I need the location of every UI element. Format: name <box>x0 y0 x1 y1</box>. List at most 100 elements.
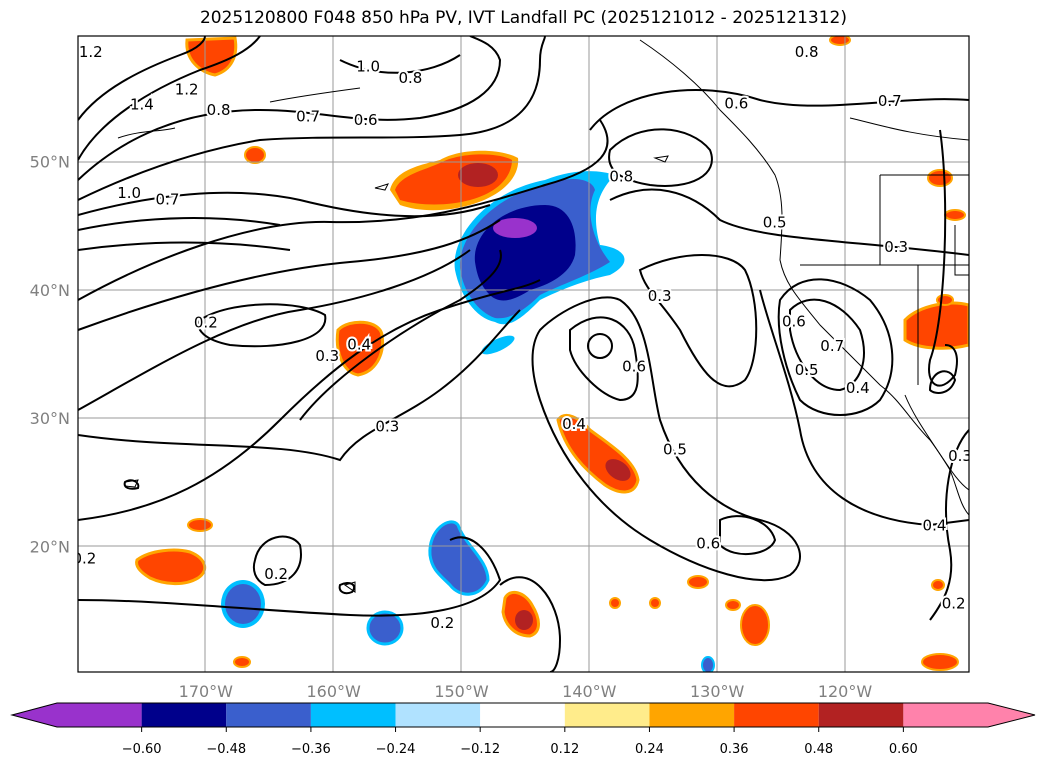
map-frame <box>77 35 970 673</box>
longitude-label: 120°W <box>818 682 873 701</box>
contour-label: 0.3 <box>315 347 339 365</box>
positive-pv-blob <box>185 36 238 77</box>
coastlines <box>117 39 969 593</box>
longitude-label: 140°W <box>562 682 617 701</box>
contour-label: 1.0 <box>356 57 380 75</box>
contour-label: 0.8 <box>398 69 422 87</box>
contour-label: 0.4 <box>923 516 947 534</box>
positive-pv-blob <box>335 320 385 377</box>
positive-pv-blob <box>649 597 661 609</box>
latitude-label: 40°N <box>30 281 70 300</box>
contour-label: 0.7 <box>820 337 844 355</box>
positive-pv-blob <box>515 610 533 630</box>
positive-pv-blob <box>903 301 969 350</box>
latitude-label: 30°N <box>30 409 70 428</box>
positive-pv-blob <box>135 548 207 586</box>
contour-label: 0.8 <box>207 101 231 119</box>
pv-contours <box>78 36 969 672</box>
contour-labels: 1.21.41.20.81.0 0.70.7 0.61.00.80.80.6 0.70… <box>72 41 972 634</box>
colorbar: −0.60 −0.48 −0.36 −0.24 −0.12 0.12 0.24 0.36 0.4… <box>10 702 1036 757</box>
colorbar-swatch <box>141 703 227 727</box>
colorbar-swatch <box>226 703 311 727</box>
axis-labels: 170°W 160°W 150°W 140°W 130°W 120°W 50°N 40°N 30… <box>30 153 873 701</box>
longitude-label: 170°W <box>179 682 234 701</box>
colorbar-swatch <box>480 703 565 727</box>
negative-pv-blob <box>701 656 715 672</box>
negative-pv-blob <box>493 218 537 238</box>
colorbar-tick-label: −0.60 <box>122 742 162 757</box>
contour-label: 1.2 <box>79 43 103 61</box>
contour-label: 0.3 <box>648 287 672 305</box>
positive-pv-blob <box>927 169 953 187</box>
colorbar-swatch <box>818 703 904 727</box>
contour-label: 1.4 <box>130 96 154 114</box>
contour-label: 0.5 <box>763 214 787 232</box>
contour-label: 0.3 <box>948 447 972 465</box>
positive-pv-blob <box>605 459 631 481</box>
positive-pv-blob <box>921 653 959 671</box>
latitude-label: 20°N <box>30 537 70 556</box>
positive-pv-blob <box>725 599 741 611</box>
contour-label: 0.6 <box>622 357 646 375</box>
contour-label: 0.2 <box>430 614 454 632</box>
map-area: 1.21.41.20.81.0 0.70.7 0.61.00.80.80.6 0.70… <box>72 36 972 672</box>
negative-pv-blob <box>225 584 261 624</box>
contour-label: 0.6 <box>724 94 748 112</box>
colorbar-tick-label: −0.24 <box>376 742 416 757</box>
contour-label: 0.5 <box>663 441 687 459</box>
positive-pv-blob <box>609 597 621 609</box>
negative-pv-blob <box>366 610 404 646</box>
longitude-label: 130°W <box>690 682 745 701</box>
colorbar-tick-label: 0.36 <box>720 742 749 757</box>
contour-label: 0.4 <box>347 336 371 354</box>
positive-pv-blob <box>233 656 251 668</box>
map-title: 2025120800 F048 850 hPa PV, IVT Landfall… <box>199 8 847 28</box>
colorbar-outline <box>10 702 1036 728</box>
contour-label: 0.3 <box>884 238 908 256</box>
contour-label: 0.6 <box>782 312 806 330</box>
negative-pv-blob <box>481 335 515 355</box>
colorbar-tick-label: 0.60 <box>889 742 918 757</box>
colorbar-tick-label: 0.12 <box>550 742 579 757</box>
contour-label: 0.2 <box>942 595 966 613</box>
colorbar-swatch <box>734 703 819 727</box>
positive-pv-blob <box>458 163 498 187</box>
positive-pv-blob <box>687 575 709 589</box>
contour-label: 0.2 <box>264 565 288 583</box>
colorbar-tick-label: 0.24 <box>635 742 664 757</box>
positive-pv-blob <box>244 146 266 164</box>
colorbar-tick-label: −0.12 <box>460 742 500 757</box>
contour-label: 0.2 <box>72 550 96 568</box>
latitude-label: 50°N <box>30 153 70 172</box>
positive-pv-blob <box>187 518 213 532</box>
pv-shading <box>135 36 969 672</box>
contour-label: 0.8 <box>795 43 819 61</box>
colorbar-tick-label: −0.48 <box>206 742 246 757</box>
colorbar-swatch <box>649 703 735 727</box>
contour-label: 0.2 <box>194 314 218 332</box>
contour-label: 0.7 <box>878 92 902 110</box>
contour-label: 0.6 <box>354 111 378 129</box>
contour-label: 0.4 <box>562 415 586 433</box>
positive-pv-blob <box>931 579 945 591</box>
colorbar-swatch <box>310 703 396 727</box>
colorbar-tick-label: −0.36 <box>291 742 331 757</box>
contour-label: 0.8 <box>609 168 633 186</box>
longitude-label: 150°W <box>434 682 489 701</box>
contour-label: 0.3 <box>375 418 399 436</box>
contour-label: 0.7 <box>296 107 320 125</box>
gridlines <box>78 36 969 672</box>
colorbar-swatch <box>903 703 1035 727</box>
colorbar-swatch <box>12 703 142 727</box>
longitude-label: 160°W <box>306 682 361 701</box>
contour-label: 0.7 <box>156 191 180 209</box>
contour-label: 0.6 <box>696 534 720 552</box>
positive-pv-blob <box>936 294 954 306</box>
positive-pv-blob <box>740 604 770 646</box>
contour-label: 1.0 <box>117 184 141 202</box>
colorbar-swatch <box>564 703 650 727</box>
contour-label: 0.4 <box>846 379 870 397</box>
colorbar-swatch <box>395 703 481 727</box>
positive-pv-blob <box>944 209 966 221</box>
